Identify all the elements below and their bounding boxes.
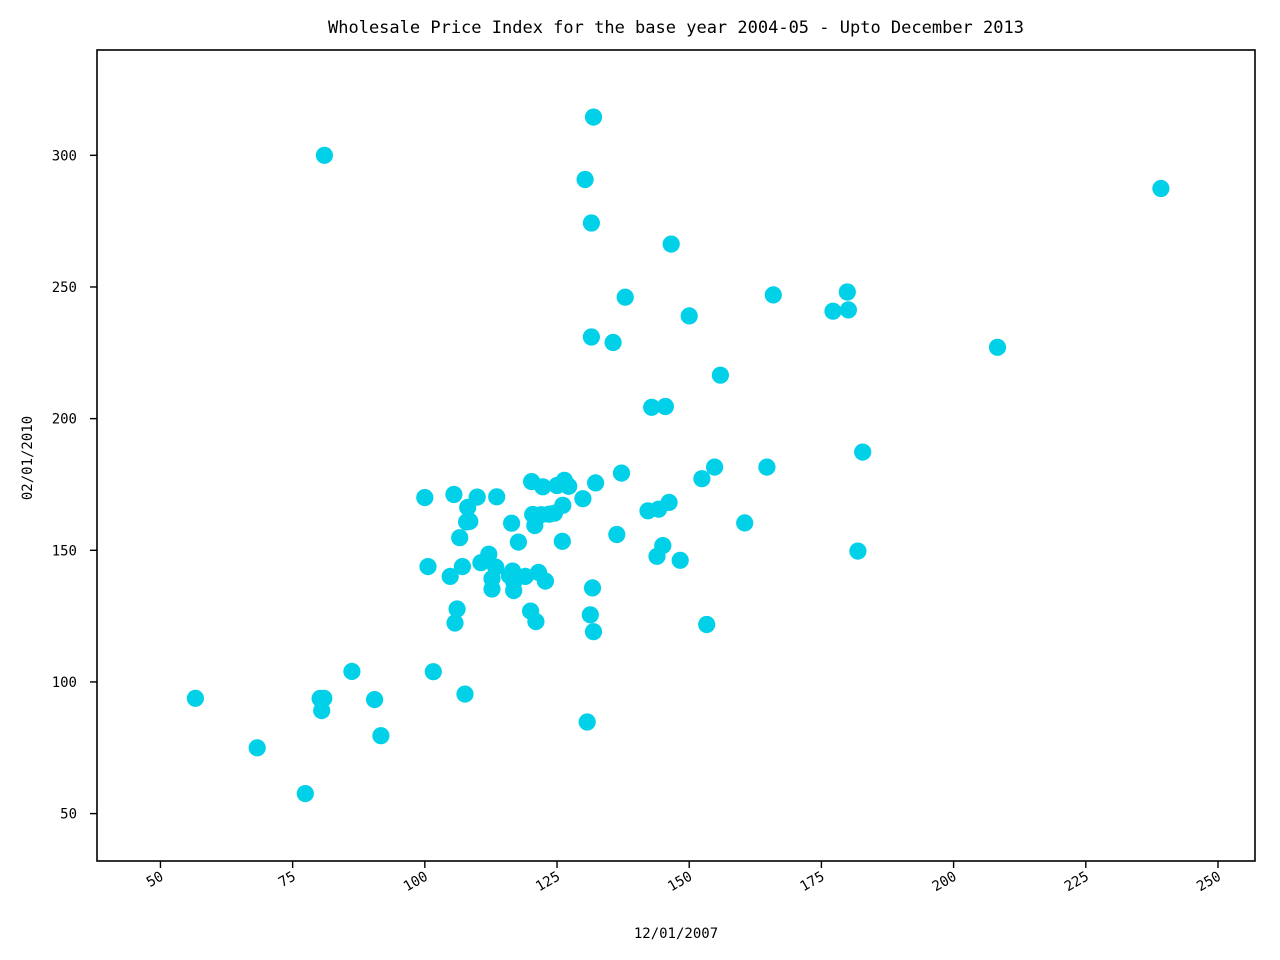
data-point [608, 525, 626, 544]
data-point [483, 580, 501, 598]
data-point [849, 542, 867, 560]
data-point [612, 464, 631, 482]
y-tick-label: 50 [60, 807, 77, 823]
data-point [671, 551, 689, 569]
data-point [468, 488, 486, 506]
data-point [445, 485, 463, 504]
data-point [503, 514, 521, 532]
data-point [643, 398, 661, 416]
y-tick-label: 250 [52, 280, 77, 296]
data-point [854, 443, 872, 461]
data-point [988, 338, 1007, 356]
data-point [693, 470, 711, 488]
data-point [839, 301, 858, 319]
data-point [441, 567, 459, 586]
y-tick-label: 100 [52, 675, 77, 691]
data-point [824, 302, 842, 320]
data-point [448, 600, 466, 618]
y-tick-label: 300 [52, 148, 77, 164]
data-point [534, 478, 552, 496]
data-point [372, 727, 390, 745]
y-axis-label: 02/01/2010 [20, 416, 36, 500]
data-point [616, 288, 634, 306]
data-point [764, 286, 782, 304]
data-point [584, 623, 603, 641]
data-point [582, 214, 601, 232]
data-point [451, 529, 469, 547]
data-point [706, 458, 724, 476]
data-point [662, 235, 680, 253]
data-point [554, 496, 572, 514]
data-point [574, 490, 592, 508]
data-point [480, 545, 498, 563]
data-point [248, 739, 266, 757]
data-point [582, 328, 601, 346]
data-points [186, 108, 1170, 803]
data-point [583, 579, 602, 597]
data-point [553, 532, 571, 550]
y-tick-label: 200 [52, 412, 77, 428]
data-point [587, 474, 605, 492]
data-point [736, 514, 754, 532]
data-point [527, 613, 545, 631]
data-point [315, 689, 333, 707]
data-point [516, 567, 534, 586]
data-point [758, 458, 776, 476]
data-point [461, 512, 479, 530]
data-point [660, 493, 678, 511]
data-point [453, 558, 471, 576]
data-point [838, 283, 856, 301]
y-axis-ticks: 50 100 150 200 250 300 [52, 148, 97, 823]
data-point [680, 307, 698, 325]
data-point [296, 785, 314, 803]
data-point [488, 488, 506, 506]
data-point [576, 170, 594, 189]
data-point [446, 614, 464, 632]
x-tick-label: 50 [144, 869, 167, 891]
data-point [416, 489, 434, 507]
data-point [654, 537, 672, 555]
data-point [581, 606, 599, 624]
y-tick-label: 150 [52, 543, 77, 559]
data-point [366, 691, 384, 709]
data-point [578, 713, 596, 731]
plot-frame [96, 49, 1256, 862]
data-point [315, 146, 333, 164]
x-axis-label: 12/01/2007 [634, 926, 718, 942]
data-point [698, 615, 716, 634]
data-point [604, 333, 622, 352]
data-point [536, 572, 555, 590]
data-point [419, 558, 437, 576]
data-point [711, 366, 730, 384]
x-tick-label: 75 [276, 869, 299, 891]
data-point [343, 662, 361, 681]
data-point [509, 533, 527, 551]
chart-title: Wholesale Price Index for the base year … [328, 18, 1024, 38]
data-point [1152, 179, 1170, 198]
data-point [487, 558, 505, 576]
data-point [456, 685, 474, 703]
data-point [424, 663, 442, 681]
data-point [584, 108, 603, 126]
data-point [560, 477, 578, 495]
data-point [186, 689, 204, 707]
data-point [656, 397, 675, 416]
